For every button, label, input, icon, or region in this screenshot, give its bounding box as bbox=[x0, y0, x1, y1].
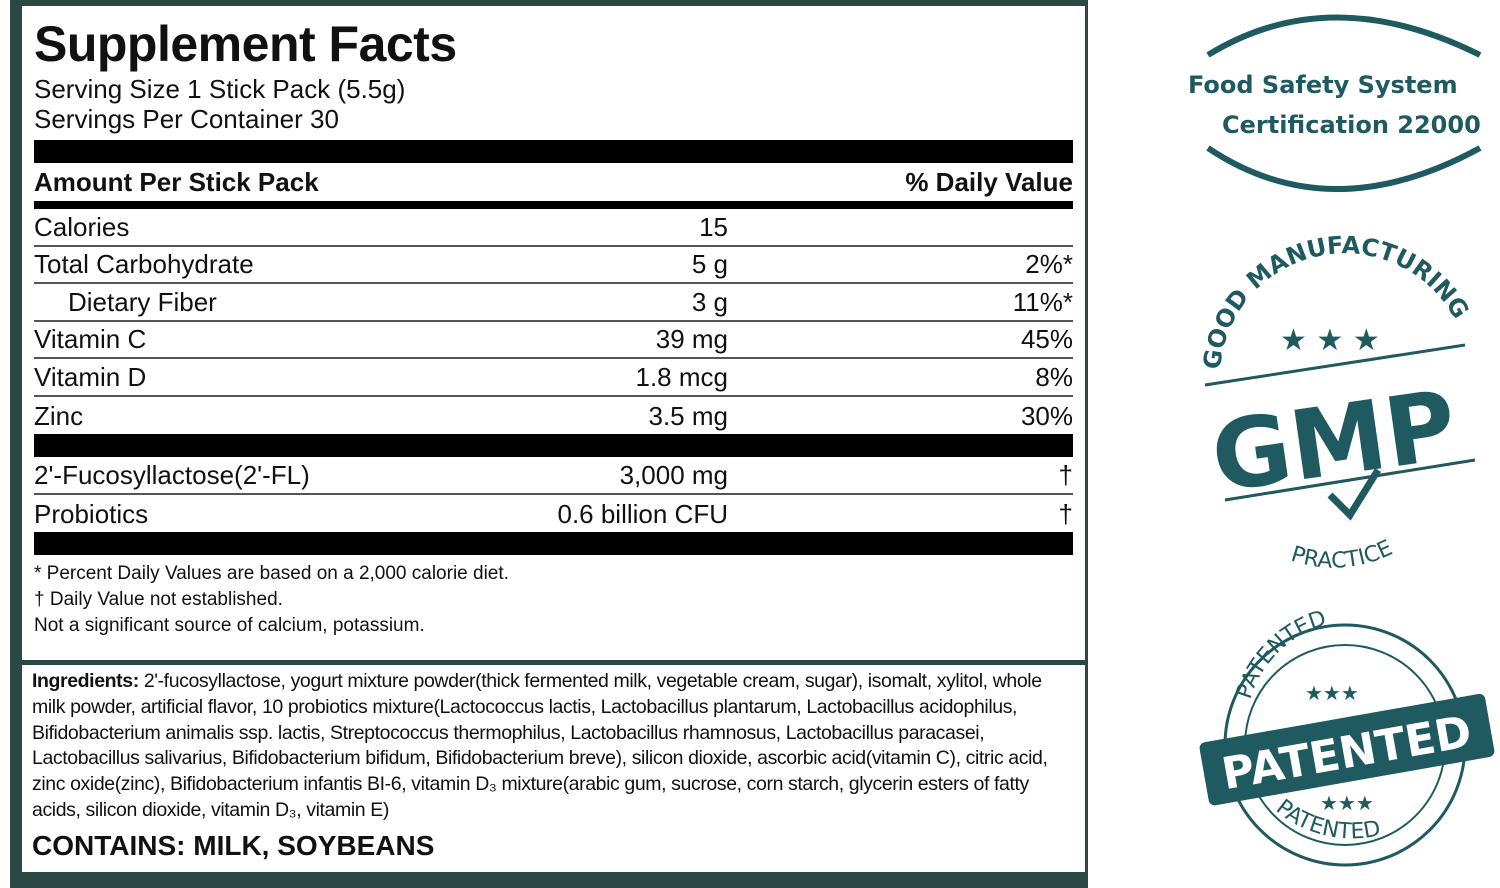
gmp-badge: GOOD MANUFACTURING PRACTICE ★ ★ ★ GMP bbox=[1198, 231, 1476, 574]
nutrient-daily-value: † bbox=[1058, 499, 1073, 529]
nutrient-amount: 1.8 mcg bbox=[635, 361, 729, 392]
badge-arc bbox=[1206, 14, 1482, 58]
nutrient-row: Calories 15 bbox=[34, 209, 1073, 247]
nutrient-daily-value: 11%* bbox=[1012, 286, 1073, 317]
nutrient-amount: 39 mg bbox=[655, 324, 728, 354]
ingredients-text: Ingredients: 2'-fucosyllactose, yogurt m… bbox=[32, 669, 1075, 824]
ingredients-panel: Ingredients: 2'-fucosyllactose, yogurt m… bbox=[22, 665, 1085, 872]
nutrient-daily-value: † bbox=[1058, 459, 1073, 490]
nutrient-name: Vitamin D bbox=[34, 361, 147, 392]
nutrient-amount: 0.6 billion CFU bbox=[557, 499, 728, 529]
allergen-statement: CONTAINS: MILK, SOYBEANS bbox=[32, 829, 435, 861]
header-daily-value: % Daily Value bbox=[905, 166, 1073, 197]
nutrient-daily-value: 8% bbox=[1035, 361, 1073, 392]
nutrient-name: Total Carbohydrate bbox=[34, 249, 254, 279]
patented-banner bbox=[1199, 693, 1495, 806]
patented-badge: PATENTED PATENTED ★★★ ★★★ PATENTED bbox=[1199, 606, 1495, 867]
fssc-22000-badge: Food Safety System Certification 22000 bbox=[1188, 14, 1482, 192]
servings-per-container: Servings Per Container 30 bbox=[34, 104, 339, 134]
nutrient-daily-value: 2%* bbox=[1025, 249, 1073, 279]
fssc-line1: Food Safety System bbox=[1188, 71, 1458, 99]
supplement-label-frame: Supplement Facts Serving Size 1 Stick Pa… bbox=[10, 0, 1088, 888]
nutrient-name: Calories bbox=[34, 211, 130, 242]
nutrient-name: Vitamin C bbox=[34, 324, 147, 354]
nutrient-amount: 3 g bbox=[691, 286, 728, 317]
nutrient-amount: 15 bbox=[699, 211, 728, 242]
certification-badges: Food Safety System Certification 22000 G… bbox=[1188, 14, 1495, 867]
footnote: † Daily Value not established. bbox=[34, 589, 283, 610]
nutrient-amount: 3.5 mg bbox=[648, 401, 729, 431]
nutrient-name: Dietary Fiber bbox=[68, 286, 217, 317]
table-header: Amount Per Stick Pack % Daily Value bbox=[34, 163, 1073, 201]
divider-bar bbox=[34, 532, 1073, 555]
nutrient-daily-value: 30% bbox=[1020, 401, 1073, 431]
fssc-line2: Certification 22000 bbox=[1222, 111, 1481, 139]
ingredients-label: Ingredients: bbox=[32, 670, 139, 692]
star-icon: ★ ★ ★ bbox=[1280, 323, 1380, 358]
header-amount: Amount Per Stick Pack bbox=[34, 166, 319, 197]
nutrient-row: Total Carbohydrate 5 g 2%* bbox=[34, 247, 1073, 284]
gmp-main-text: GMP bbox=[1205, 369, 1463, 514]
nutrient-row: Vitamin D 1.8 mcg 8% bbox=[34, 359, 1073, 397]
nutrient-name: Probiotics bbox=[34, 499, 149, 529]
divider-thin bbox=[34, 201, 1073, 209]
nutrient-row: Vitamin C 39 mg 45% bbox=[34, 322, 1073, 359]
nutrient-row: Probiotics 0.6 billion CFU † bbox=[34, 495, 1073, 533]
checkmark-icon bbox=[1327, 468, 1381, 521]
ingredients-list: 2'-fucosyllactose, yogurt mixture powder… bbox=[32, 670, 1048, 821]
serving-size: Serving Size 1 Stick Pack (5.5g) bbox=[34, 74, 406, 104]
label-title: Supplement Facts bbox=[34, 16, 457, 72]
nutrient-name: 2'-Fucosyllactose(2'-FL) bbox=[34, 459, 310, 490]
nutrient-amount: 3,000 mg bbox=[619, 459, 728, 490]
footnote: Not a significant source of calcium, pot… bbox=[34, 615, 425, 636]
supplement-facts-panel: Supplement Facts Serving Size 1 Stick Pa… bbox=[22, 6, 1085, 660]
footnote: * Percent Daily Values are based on a 2,… bbox=[34, 563, 509, 584]
star-icon: ★★★ bbox=[1305, 681, 1359, 705]
badge-arc bbox=[1206, 145, 1482, 192]
divider-bar bbox=[34, 140, 1073, 163]
nutrient-row: 2'-Fucosyllactose(2'-FL) 3,000 mg † bbox=[34, 457, 1073, 495]
nutrient-row: Zinc 3.5 mg 30% bbox=[34, 397, 1073, 435]
gmp-bottom-text: PRACTICE bbox=[1288, 536, 1396, 574]
star-icon: ★★★ bbox=[1320, 791, 1374, 815]
nutrient-name: Zinc bbox=[34, 401, 84, 431]
nutrient-amount: 5 g bbox=[691, 249, 728, 279]
nutrient-daily-value: 45% bbox=[1020, 324, 1073, 354]
divider-bar bbox=[34, 434, 1073, 457]
nutrient-row: Dietary Fiber 3 g 11%* bbox=[34, 284, 1073, 322]
footnotes: * Percent Daily Values are based on a 2,… bbox=[34, 561, 1073, 639]
